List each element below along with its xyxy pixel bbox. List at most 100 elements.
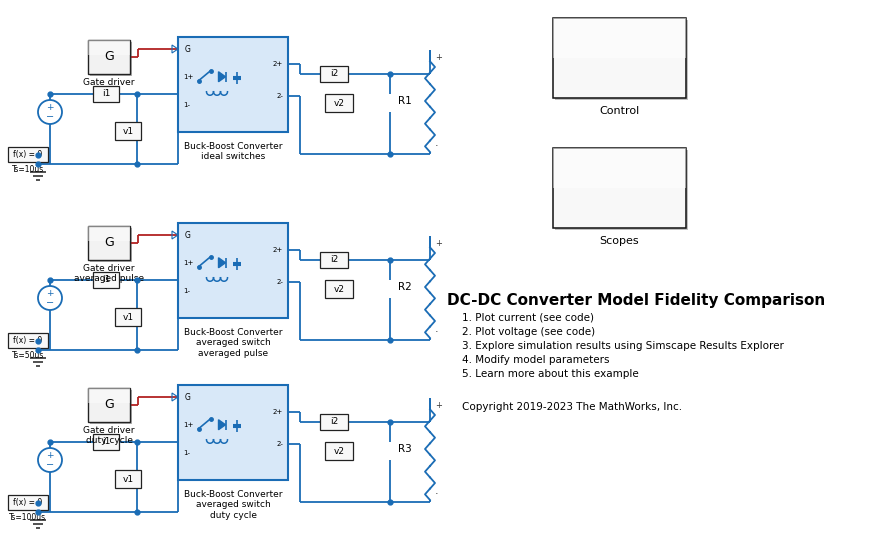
Text: Gate driver
duty cycle: Gate driver duty cycle	[83, 426, 135, 445]
Bar	[8, 147, 48, 162]
Text: −: −	[46, 112, 54, 122]
Bar	[88, 388, 130, 404]
Text: Control: Control	[600, 106, 640, 116]
Text: i1: i1	[102, 89, 110, 98]
Bar	[88, 40, 130, 74]
Text: Ts=100us: Ts=100us	[10, 513, 47, 522]
Text: +: +	[435, 53, 441, 62]
Text: G: G	[185, 231, 191, 240]
Text: f(x) = 0: f(x) = 0	[13, 498, 43, 507]
Text: 2. Plot voltage (see code): 2. Plot voltage (see code)	[462, 327, 595, 337]
Bar	[320, 252, 348, 268]
Text: +: +	[435, 239, 441, 248]
Text: v1: v1	[123, 312, 134, 321]
Text: Buck-Boost Converter
ideal switches: Buck-Boost Converter ideal switches	[183, 142, 282, 161]
Bar	[115, 308, 141, 326]
Bar	[178, 385, 288, 480]
Bar	[88, 40, 130, 55]
Text: Ts=50us: Ts=50us	[12, 351, 44, 360]
Bar	[325, 280, 353, 298]
Text: G: G	[185, 45, 191, 54]
Text: R2: R2	[398, 282, 412, 292]
Bar	[325, 442, 353, 460]
Text: i2: i2	[330, 256, 338, 264]
Text: v2: v2	[334, 447, 344, 455]
Text: +: +	[46, 104, 54, 113]
Text: 4. Modify model parameters: 4. Modify model parameters	[462, 355, 609, 365]
Text: G: G	[104, 399, 114, 411]
Text: .: .	[435, 486, 439, 496]
Text: i2: i2	[330, 417, 338, 427]
Polygon shape	[218, 258, 225, 268]
Bar	[93, 434, 119, 450]
Text: v1: v1	[123, 126, 134, 135]
Text: .: .	[435, 324, 439, 334]
Text: +: +	[435, 401, 441, 410]
Text: 1-: 1-	[183, 103, 190, 108]
Text: 1. Plot current (see code): 1. Plot current (see code)	[462, 313, 594, 323]
Text: i1: i1	[102, 275, 110, 284]
Bar	[88, 226, 130, 241]
Bar	[90, 42, 132, 76]
Text: Buck-Boost Converter
averaged switch
duty cycle: Buck-Boost Converter averaged switch dut…	[183, 490, 282, 520]
Polygon shape	[218, 72, 225, 82]
Bar	[90, 390, 132, 424]
Bar	[553, 18, 686, 58]
Text: f(x) = 0: f(x) = 0	[13, 150, 43, 159]
Text: i1: i1	[102, 438, 110, 447]
Text: 1-: 1-	[183, 450, 190, 457]
Bar	[320, 66, 348, 82]
Text: Scopes: Scopes	[600, 236, 640, 246]
Text: +: +	[46, 452, 54, 460]
Text: .: .	[435, 138, 439, 148]
Bar	[115, 470, 141, 488]
Bar	[88, 388, 130, 422]
Bar	[93, 272, 119, 288]
Text: DC-DC Converter Model Fidelity Comparison: DC-DC Converter Model Fidelity Compariso…	[447, 293, 826, 308]
Bar	[555, 150, 688, 230]
Text: Gate driver: Gate driver	[83, 78, 135, 87]
Text: 2+: 2+	[273, 408, 283, 415]
Text: 2-: 2-	[276, 279, 283, 285]
Text: v2: v2	[334, 98, 344, 108]
Bar	[178, 223, 288, 318]
Polygon shape	[218, 420, 225, 430]
Bar	[93, 86, 119, 102]
Text: 2+: 2+	[273, 61, 283, 67]
Bar	[8, 333, 48, 348]
Bar	[178, 37, 288, 132]
Bar	[553, 148, 686, 188]
Text: Copyright 2019-2023 The MathWorks, Inc.: Copyright 2019-2023 The MathWorks, Inc.	[462, 402, 682, 412]
Bar	[325, 94, 353, 112]
Bar	[90, 228, 132, 262]
Text: f(x) = 0: f(x) = 0	[13, 336, 43, 345]
Bar	[553, 18, 686, 98]
Text: R3: R3	[398, 444, 412, 454]
Text: 1+: 1+	[183, 74, 194, 80]
Text: G: G	[104, 236, 114, 250]
Bar	[320, 414, 348, 430]
Text: 3. Explore simulation results using Simscape Results Explorer: 3. Explore simulation results using Sims…	[462, 341, 784, 351]
Text: Gate driver
averaged pulse: Gate driver averaged pulse	[74, 264, 144, 283]
Bar	[555, 20, 688, 100]
Bar	[115, 122, 141, 140]
Text: +: +	[46, 289, 54, 299]
Bar	[553, 148, 686, 228]
Text: G: G	[104, 50, 114, 63]
Text: v1: v1	[123, 475, 134, 484]
Text: 2+: 2+	[273, 247, 283, 253]
Text: Buck-Boost Converter
averaged switch
averaged pulse: Buck-Boost Converter averaged switch ave…	[183, 328, 282, 358]
Text: 2-: 2-	[276, 441, 283, 447]
Text: Ts=10us: Ts=10us	[12, 165, 44, 174]
Text: −: −	[46, 460, 54, 470]
Text: 1+: 1+	[183, 260, 194, 266]
Text: 1+: 1+	[183, 422, 194, 428]
Text: −: −	[46, 298, 54, 308]
Bar	[88, 226, 130, 260]
Text: G: G	[185, 393, 191, 402]
Text: i2: i2	[330, 70, 338, 78]
Text: 1-: 1-	[183, 288, 190, 294]
Bar	[8, 495, 48, 510]
Text: 2-: 2-	[276, 93, 283, 99]
Text: 5. Learn more about this example: 5. Learn more about this example	[462, 369, 639, 379]
